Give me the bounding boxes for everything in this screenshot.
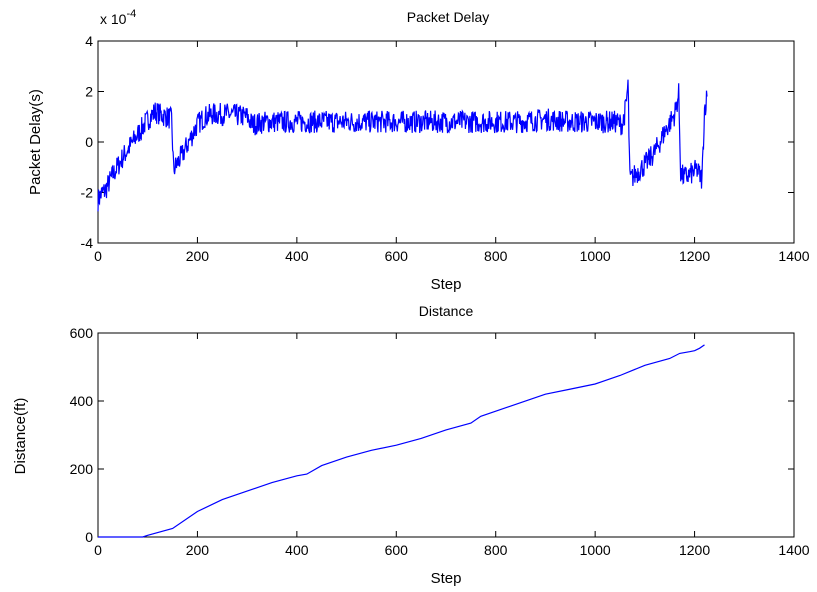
packet-delay-ytick-label: 4 bbox=[85, 33, 93, 49]
distance-xtick-label: 1400 bbox=[778, 542, 809, 558]
exponent-label: x 10-4 bbox=[100, 8, 136, 27]
distance-ytick-label: 0 bbox=[85, 529, 93, 545]
packet-delay-ytick-label: 2 bbox=[85, 84, 93, 100]
packet-delay-xtick-label: 200 bbox=[186, 248, 210, 264]
packet-delay-plot: Packet Delay x 10-4 0 200 400 600 800 1000 120… bbox=[27, 8, 810, 293]
distance-plot: Distance 0 200 400 600 800 1000 1200 1400 0 200 40… bbox=[12, 303, 810, 587]
packet-delay-ytick-label: -2 bbox=[81, 185, 94, 201]
packet-delay-ytick-label: 0 bbox=[85, 134, 93, 150]
packet-delay-title: Packet Delay bbox=[407, 9, 489, 25]
packet-delay-xtick-label: 1400 bbox=[778, 248, 809, 264]
distance-ylabel: Distance(ft) bbox=[12, 398, 29, 475]
packet-delay-ylabel: Packet Delay(s) bbox=[27, 89, 44, 195]
packet-delay-xtick-label: 600 bbox=[385, 248, 409, 264]
packet-delay-xtick-label: 1200 bbox=[679, 248, 710, 264]
distance-ytick-label: 400 bbox=[70, 393, 94, 409]
distance-xtick-label: 400 bbox=[285, 542, 309, 558]
packet-delay-xlabel: Step bbox=[431, 276, 462, 293]
packet-delay-ytick-label: -4 bbox=[81, 235, 94, 251]
packet-delay-series-line bbox=[97, 79, 708, 212]
distance-xtick-label: 800 bbox=[484, 542, 508, 558]
packet-delay-xtick-label: 400 bbox=[285, 248, 309, 264]
distance-ytick-label: 600 bbox=[70, 325, 94, 341]
distance-xtick-label: 0 bbox=[94, 542, 102, 558]
packet-delay-xtick-label: 0 bbox=[94, 248, 102, 264]
distance-xtick-label: 1000 bbox=[580, 542, 611, 558]
distance-axes-box bbox=[97, 332, 795, 538]
distance-xlabel: Step bbox=[431, 570, 462, 587]
distance-xtick-label: 1200 bbox=[679, 542, 710, 558]
distance-title: Distance bbox=[419, 303, 474, 319]
packet-delay-ticks: 0 200 400 600 800 1000 1200 1400 -4 -2 0 2 4 bbox=[81, 33, 810, 264]
distance-series-line bbox=[98, 344, 705, 538]
distance-xtick-label: 600 bbox=[385, 542, 409, 558]
packet-delay-axes-box bbox=[97, 40, 795, 244]
packet-delay-xtick-label: 1000 bbox=[580, 248, 611, 264]
distance-ticks: 0 200 400 600 800 1000 1200 1400 0 200 400 600 bbox=[70, 325, 810, 558]
distance-xtick-label: 200 bbox=[186, 542, 210, 558]
distance-ytick-label: 200 bbox=[70, 461, 94, 477]
packet-delay-xtick-label: 800 bbox=[484, 248, 508, 264]
exponent-superscript: -4 bbox=[126, 8, 136, 20]
